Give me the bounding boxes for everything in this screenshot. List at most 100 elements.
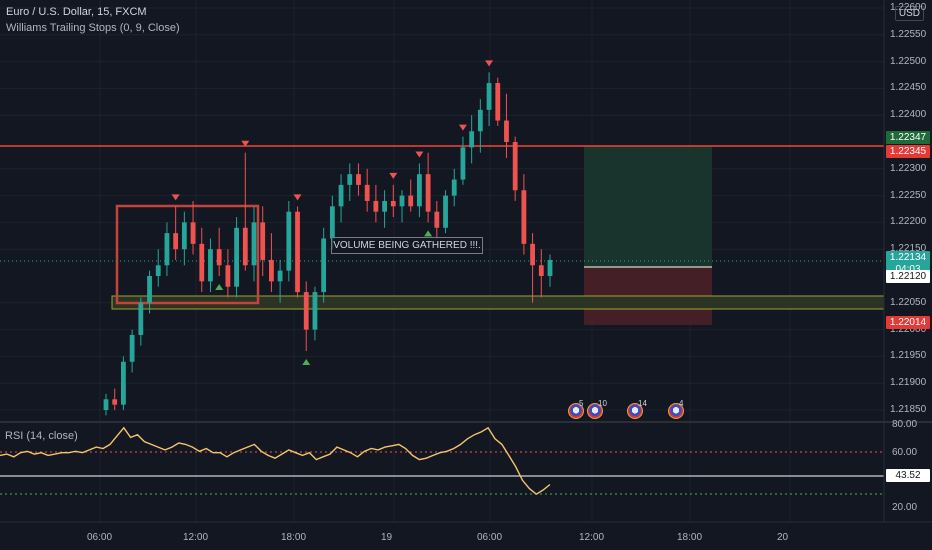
candle-body <box>164 233 170 266</box>
candle-body <box>190 222 196 244</box>
price-tick-label: 1.22150 <box>890 243 927 255</box>
candle-body <box>112 399 118 405</box>
candle-body <box>417 174 422 207</box>
indicator-legend[interactable]: Williams Trailing Stops (0, 9, Close) <box>6 22 180 34</box>
candle-body <box>425 174 431 212</box>
price-tick-label: 1.22600 <box>890 2 927 13</box>
event-count: 4 <box>679 399 684 408</box>
economic-event-flag-icon[interactable] <box>627 403 643 419</box>
rsi-line <box>0 426 551 496</box>
symbol-title[interactable]: Euro / U.S. Dollar, 15, FXCM <box>6 6 147 18</box>
candle-body <box>364 184 370 201</box>
candle-body <box>338 184 344 207</box>
rsi-tick-label: 60.00 <box>892 446 918 458</box>
candle-body <box>390 200 396 207</box>
candle-body <box>530 243 535 266</box>
candle-body <box>155 265 161 276</box>
price-tick-label: 1.21900 <box>890 377 927 389</box>
stop-marker-down <box>293 194 302 201</box>
price-tick-label: 1.22400 <box>890 109 927 121</box>
economic-event-flag-icon[interactable] <box>587 403 603 419</box>
candle-body <box>234 227 239 287</box>
candle-body <box>408 195 414 207</box>
candle-body <box>356 174 361 185</box>
currency-button[interactable]: USD <box>894 6 924 21</box>
rsi-legend[interactable]: RSI (14, close) <box>5 430 78 442</box>
candle-body <box>547 259 553 276</box>
price-tag: 1.22134 <box>886 251 930 265</box>
candle-body <box>286 211 292 271</box>
time-tick-label: 06:00 <box>87 532 113 543</box>
candle-body <box>521 190 527 244</box>
candle-body <box>434 211 440 228</box>
annotation-text[interactable]: VOLUME BEING GATHERED !!!. <box>331 237 483 254</box>
candle-body <box>495 83 501 121</box>
candle-body <box>269 259 274 282</box>
target-zone[interactable] <box>584 146 712 267</box>
candle-body <box>138 302 144 335</box>
rsi-tick-label: 20.00 <box>892 502 918 513</box>
candle-body <box>199 243 205 282</box>
candle-body <box>277 270 283 282</box>
candle-body <box>451 179 457 196</box>
candle-body <box>225 265 231 287</box>
candle-body <box>399 195 405 207</box>
price-tick-label: 1.21950 <box>890 350 927 362</box>
consolidation-box[interactable] <box>115 204 260 305</box>
candle-body <box>460 147 466 180</box>
time-tick-label: 12:00 <box>183 532 209 543</box>
candle-body <box>312 292 318 330</box>
economic-event-flag-icon[interactable] <box>668 403 684 419</box>
event-count: 14 <box>638 399 647 408</box>
stop-marker-down <box>389 172 398 179</box>
candle-body <box>181 222 187 250</box>
candle-body <box>329 206 335 239</box>
candle-body <box>295 211 300 293</box>
rsi-tick-label: 80.00 <box>892 419 918 430</box>
price-tick-label: 1.22000 <box>890 323 927 335</box>
price-tag: 1.22014 <box>886 315 930 329</box>
event-count: 10 <box>598 399 607 408</box>
price-tick-label: 1.22300 <box>890 162 927 174</box>
candle-body <box>147 276 152 303</box>
time-tick-label: 18:00 <box>281 532 307 543</box>
candle-body <box>242 227 248 266</box>
candle-body <box>373 200 379 212</box>
candle-body <box>173 233 179 250</box>
candle-body <box>538 265 544 276</box>
price-tick-label: 1.21850 <box>890 404 927 415</box>
price-tag: 1.22347 <box>886 130 930 144</box>
candle-body <box>477 109 483 132</box>
candle-body <box>103 399 109 410</box>
economic-event-flag-icon[interactable] <box>568 403 584 419</box>
candle-body <box>303 292 309 330</box>
candle-body <box>216 249 222 266</box>
time-tick-label: 18:00 <box>677 532 703 543</box>
price-tick-label: 1.22200 <box>890 216 927 228</box>
candle-body <box>321 238 327 293</box>
price-tick-label: 1.22500 <box>890 55 927 67</box>
candle-body <box>251 222 257 266</box>
stop-marker-up <box>302 359 311 366</box>
candle-body <box>347 174 353 185</box>
time-tick-label: 20 <box>777 532 789 543</box>
candle-body <box>504 120 509 142</box>
rsi-current-tag: 43.52 <box>886 468 930 482</box>
price-tag: 1.22120 <box>886 269 930 283</box>
price-tick-label: 1.22550 <box>890 28 927 40</box>
trailing-stop-markers <box>171 60 494 366</box>
candle-body <box>129 334 135 362</box>
candles <box>103 72 553 416</box>
candle-body <box>443 195 448 228</box>
candle-body <box>382 200 387 212</box>
price-tick-label: 1.22450 <box>890 82 927 94</box>
time-tick-label: 12:00 <box>579 532 605 543</box>
price-tag: 1.22345 <box>886 144 930 158</box>
time-tick-label: 06:00 <box>477 532 503 543</box>
event-count: 5 <box>579 399 584 408</box>
stop-marker-up <box>215 284 224 290</box>
stop-marker-down <box>415 151 424 158</box>
time-tick-label: 19 <box>381 532 393 543</box>
